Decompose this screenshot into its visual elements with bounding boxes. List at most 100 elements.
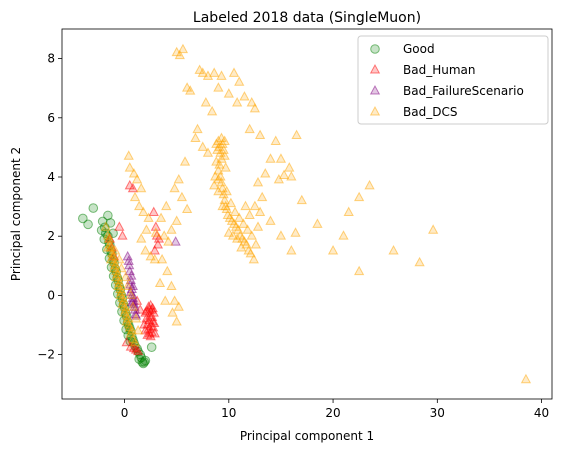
y-axis-label: Principal component 2 [9,147,23,281]
data-point [146,342,157,353]
data-point [211,156,222,166]
data-point [117,298,128,308]
data-point [244,209,255,219]
data-point [140,245,151,255]
data-point [206,105,218,116]
data-point [223,88,234,98]
data-point [240,200,251,211]
data-point [270,135,281,145]
data-point [218,144,229,154]
data-point [169,182,180,193]
data-point [88,203,99,213]
data-point [242,224,253,234]
legend-marker [370,44,380,54]
data-point [185,85,196,95]
data-point [249,200,261,211]
data-point [130,313,142,323]
data-point [138,206,149,216]
data-point [166,280,177,290]
data-point [197,67,208,77]
data-point [163,236,174,246]
data-point [121,316,132,326]
data-point [248,253,259,264]
legend-label: Bad_DCS [403,105,457,119]
data-point [291,129,302,140]
data-point [131,173,143,184]
data-point [100,221,111,231]
data-point [159,230,170,240]
data-point [171,215,182,225]
data-point [265,215,276,225]
data-point [162,265,173,276]
data-point [244,123,255,134]
series-bad-human [104,179,165,356]
x-tick-label: 40 [534,406,549,420]
data-point [219,150,230,160]
data-point [232,97,243,107]
y-tick-label: 2 [47,229,55,243]
data-point [110,245,121,255]
data-point [153,233,165,243]
data-point [239,91,250,101]
data-point [176,191,188,202]
data-point [245,247,256,258]
x-axis: 0 10 20 30 40 [121,399,549,420]
data-point [312,218,323,228]
data-point [190,132,201,142]
data-point [388,245,399,255]
x-tick-label: 0 [121,406,129,420]
data-point [174,49,185,60]
data-point [520,373,532,384]
data-point [141,224,152,234]
data-point [170,236,181,246]
data-point [213,173,224,184]
data-point [260,168,271,178]
data-point [120,271,131,282]
data-point [83,219,93,230]
data-point [171,316,182,326]
data-point [129,191,141,202]
data-point [265,153,276,163]
data-point [161,200,172,211]
data-point [173,301,184,311]
data-point [152,239,164,249]
data-point [125,289,136,299]
data-point [257,191,268,202]
data-point [134,200,145,211]
data-point [156,253,168,264]
legend-label: Bad_FailureScenario [403,84,524,98]
data-point [148,206,159,216]
series-bad-dcs [100,43,532,384]
data-point [136,233,147,243]
data-point [123,150,134,160]
y-tick-label: 4 [47,170,55,184]
data-point [252,176,264,187]
data-point [229,206,241,216]
x-tick-label: 30 [430,406,445,420]
data-point [114,221,125,231]
data-point [149,327,160,338]
data-point [249,102,261,113]
y-axis: −2 0 2 4 6 8 [37,52,62,362]
legend-marker [369,85,381,95]
data-point [130,344,142,354]
data-point [338,230,349,240]
data-point [123,255,134,265]
y-tick-label: 6 [47,111,55,125]
legend-marker [369,64,381,74]
data-point [147,302,158,313]
data-point [213,185,224,196]
data-point [234,76,245,86]
data-point [327,245,339,255]
data-point [122,280,133,290]
data-point [115,289,126,299]
data-point [105,253,117,264]
data-point [129,336,141,347]
data-point [177,43,189,54]
data-point [197,141,208,151]
data-point [211,138,222,148]
data-point [284,162,295,172]
data-point [127,301,139,311]
data-point [228,67,240,77]
data-point [149,253,160,264]
